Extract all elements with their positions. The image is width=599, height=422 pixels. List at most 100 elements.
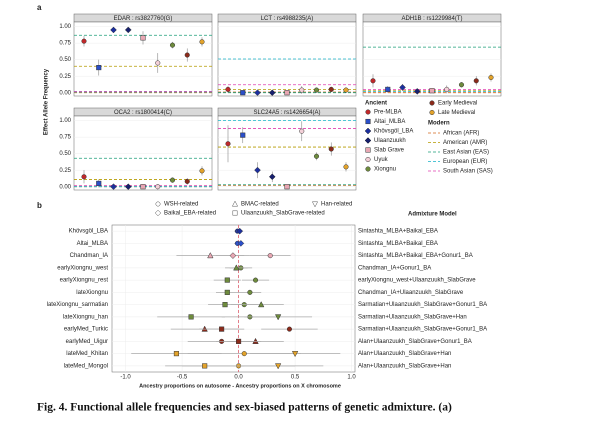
point xyxy=(224,277,230,283)
point xyxy=(155,184,161,190)
point xyxy=(229,252,237,259)
point xyxy=(233,264,240,271)
legend-symbol xyxy=(365,147,371,153)
point xyxy=(224,289,230,295)
model-label: Sintashta_MLBA+Baikal_EBA xyxy=(358,241,438,247)
point xyxy=(124,26,132,34)
row-label: lateXiongnu_sarmatian xyxy=(47,302,108,308)
model-label: Chandman_IA+Ulaanzuukh_SlabGrave xyxy=(358,290,464,296)
point xyxy=(184,178,190,184)
point xyxy=(274,363,282,370)
row-label: Chandman_IA xyxy=(70,253,108,259)
caption: Fig. 4. Functional allele frequencies an… xyxy=(37,402,452,414)
point xyxy=(222,302,228,308)
panel-label: b xyxy=(37,201,42,210)
point xyxy=(252,277,259,283)
point xyxy=(225,86,231,92)
point xyxy=(299,128,305,134)
point xyxy=(286,326,292,332)
point xyxy=(444,86,450,92)
y-tick-label: 0.25 xyxy=(59,74,71,80)
model-label: Chandman_IA+Gonur1_BA xyxy=(358,265,431,271)
point xyxy=(155,60,161,66)
point xyxy=(124,183,132,191)
point xyxy=(81,174,87,180)
point xyxy=(96,65,102,71)
row-label: earlyMed_Uigur xyxy=(66,339,108,345)
facet-panel xyxy=(217,115,357,191)
facet-panel xyxy=(362,21,502,97)
point xyxy=(199,39,205,45)
y-tick-label: 0.50 xyxy=(59,151,71,157)
point xyxy=(284,184,290,190)
point xyxy=(237,240,245,247)
legend-symbol xyxy=(155,201,161,207)
point xyxy=(184,52,190,58)
point xyxy=(413,88,421,95)
point xyxy=(488,74,494,81)
facet-title: ADH1B : rs1229984(T) xyxy=(401,16,462,22)
point xyxy=(299,87,305,93)
legend-label: Han-related xyxy=(321,202,352,208)
point xyxy=(429,88,435,94)
legend-label: Ulaanzuukh_SlabGrave-related xyxy=(241,211,325,217)
y-tick-label: 0.25 xyxy=(59,168,71,174)
facet-panel xyxy=(73,115,213,191)
legend-symbol xyxy=(365,166,371,172)
legend-label: Ulaanzuukh xyxy=(374,138,406,144)
point xyxy=(240,90,246,96)
point xyxy=(284,90,290,96)
point xyxy=(258,301,265,308)
facet-panel xyxy=(73,21,213,97)
point xyxy=(173,351,179,357)
legend-label: Uyuk xyxy=(374,157,389,163)
point xyxy=(268,89,276,97)
point xyxy=(236,227,244,235)
legend-symbol xyxy=(365,118,371,125)
row-label: lateMed_Khitan xyxy=(66,351,108,357)
point xyxy=(96,180,102,186)
legend-label: Khövsgöl_LBA xyxy=(374,129,413,135)
point xyxy=(207,252,214,259)
legend-symbol xyxy=(365,156,371,163)
point xyxy=(473,78,479,84)
point xyxy=(385,86,391,92)
x-tick-label: -1.0 xyxy=(120,375,131,381)
legend-label: WSH-related xyxy=(164,202,198,208)
point xyxy=(328,86,334,92)
legend-label: Late Medieval xyxy=(438,110,475,116)
y-tick-label: 0.00 xyxy=(59,184,71,190)
point xyxy=(254,89,261,97)
point xyxy=(140,35,146,41)
point xyxy=(343,164,349,170)
legend-label: Xiongnu xyxy=(374,167,396,173)
legend-label: East Asian (EAS) xyxy=(443,150,489,156)
legend-label: American (AMR) xyxy=(443,140,487,146)
legend-title: Modern xyxy=(428,121,450,127)
facet-title: SLC24A5 : rs1426654(A) xyxy=(253,110,320,116)
row-label: lateXiongnu_han xyxy=(63,314,108,320)
point xyxy=(291,351,299,358)
point xyxy=(81,38,87,44)
panel-label: a xyxy=(37,3,42,12)
point xyxy=(328,146,334,152)
y-tick-label: 0.75 xyxy=(59,135,71,141)
legend-label: Baikal_EBA-related xyxy=(164,211,216,217)
facet-title: LCT : rs4988235(A) xyxy=(261,16,314,22)
point xyxy=(370,78,376,84)
model-label: Sintashta_MLBA+Baikal_EBA+Gonur1_BA xyxy=(358,253,473,259)
legend-symbol xyxy=(364,127,372,135)
legend-title: Ancient xyxy=(365,101,387,107)
legend-symbol xyxy=(429,100,435,106)
point xyxy=(188,314,194,320)
models-title: Admixture Model xyxy=(408,212,457,218)
legend-symbol xyxy=(429,109,435,116)
x-axis-label: Ancestry proportions on autosome - Ances… xyxy=(139,383,341,389)
legend-label: European (EUR) xyxy=(443,159,487,165)
y-axis-label: Effect Allele Frequency xyxy=(44,68,50,135)
point xyxy=(458,82,465,88)
row-label: Altai_MLBA xyxy=(77,241,108,247)
legend-label: African (AFR) xyxy=(443,131,479,137)
model-label: Sarmatian+Ulaanzuukh_SlabGrave+Gonur1_BA xyxy=(358,302,487,308)
legend-label: South Asian (SAS) xyxy=(443,169,493,175)
